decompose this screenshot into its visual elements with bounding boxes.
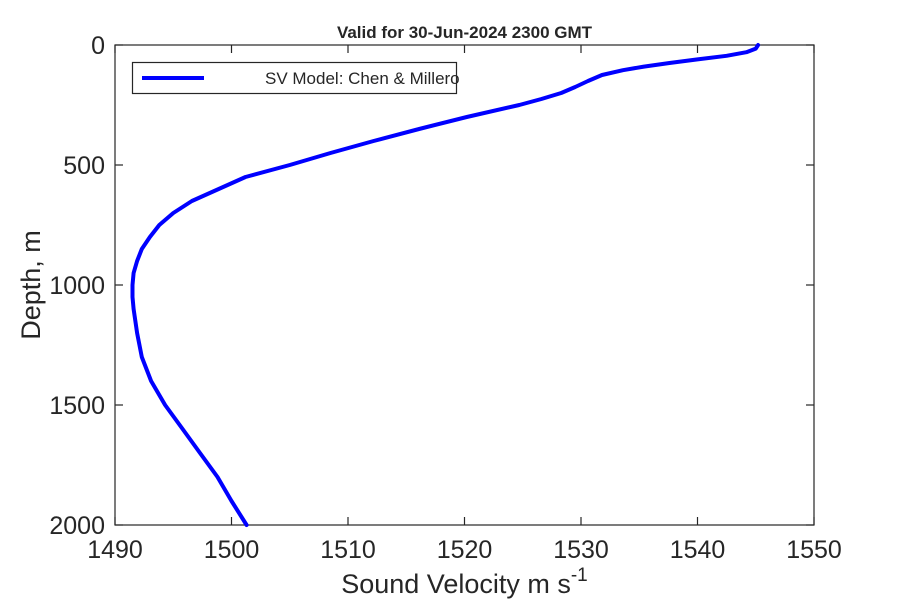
y-tick-label: 2000 — [49, 512, 105, 540]
y-tick-label: 1500 — [49, 392, 105, 420]
x-tick-label: 1490 — [87, 536, 143, 564]
x-tick-label: 1500 — [204, 536, 260, 564]
sound-velocity-curve — [130, 43, 761, 527]
y-axis-tick-labels: 0 500 1000 1500 2000 — [49, 32, 105, 540]
x-axis-label-exponent: -1 — [571, 565, 588, 586]
x-axis-label-text: Sound Velocity m s — [341, 569, 571, 599]
legend: SV Model: Chen & Millero — [131, 61, 460, 95]
x-tick-label: 1540 — [670, 536, 726, 564]
x-axis-tick-labels: 1490 1500 1510 1520 1530 1540 1550 — [87, 536, 842, 564]
y-axis-label: Depth, m — [16, 230, 46, 340]
chart-title: Valid for 30-Jun-2024 2300 GMT — [337, 23, 593, 42]
x-tick-label: 1530 — [553, 536, 609, 564]
x-axis-label: Sound Velocity m s-1 — [341, 565, 588, 599]
y-tick-label: 1000 — [49, 272, 105, 300]
y-tick-label: 500 — [63, 152, 105, 180]
x-tick-label: 1510 — [320, 536, 376, 564]
x-tick-label: 1550 — [786, 536, 842, 564]
y-tick-label: 0 — [91, 32, 105, 60]
x-tick-label: 1520 — [437, 536, 493, 564]
axis-tick-marks — [114, 44, 815, 526]
legend-entry-label: SV Model: Chen & Millero — [265, 69, 460, 88]
